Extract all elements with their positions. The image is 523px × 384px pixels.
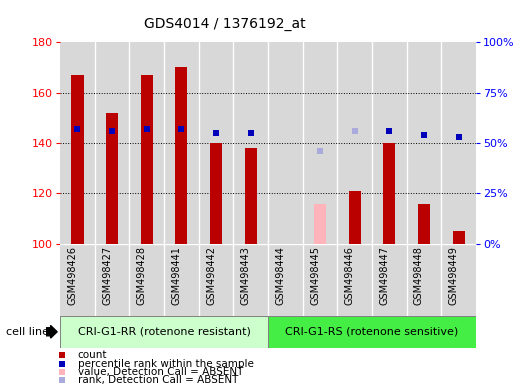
Bar <box>407 42 441 244</box>
Bar <box>372 42 407 244</box>
Text: count: count <box>77 350 107 360</box>
Bar <box>106 113 118 244</box>
Bar <box>164 42 199 244</box>
Text: CRI-G1-RR (rotenone resistant): CRI-G1-RR (rotenone resistant) <box>77 327 251 337</box>
Text: GSM498447: GSM498447 <box>379 246 389 305</box>
Bar <box>303 42 337 244</box>
Text: GSM498446: GSM498446 <box>345 246 355 305</box>
Bar <box>245 148 257 244</box>
Bar <box>314 204 326 244</box>
Text: GDS4014 / 1376192_at: GDS4014 / 1376192_at <box>144 17 306 31</box>
Text: GSM498428: GSM498428 <box>137 246 147 305</box>
Text: GSM498427: GSM498427 <box>102 246 112 305</box>
Bar <box>175 68 187 244</box>
Text: GSM498442: GSM498442 <box>206 246 216 305</box>
Text: GSM498426: GSM498426 <box>67 246 77 305</box>
Bar <box>95 42 129 244</box>
Text: GSM498444: GSM498444 <box>276 246 286 305</box>
Bar <box>210 143 222 244</box>
Bar <box>268 42 303 244</box>
Bar <box>441 42 476 244</box>
Bar <box>60 42 95 244</box>
Bar <box>441 244 476 317</box>
Text: rank, Detection Call = ABSENT: rank, Detection Call = ABSENT <box>77 376 238 384</box>
Text: percentile rank within the sample: percentile rank within the sample <box>77 359 254 369</box>
Bar <box>199 244 233 317</box>
Bar <box>303 244 337 317</box>
Bar <box>268 316 476 348</box>
Text: GSM498441: GSM498441 <box>172 246 181 305</box>
Text: CRI-G1-RS (rotenone sensitive): CRI-G1-RS (rotenone sensitive) <box>286 327 459 337</box>
Bar <box>337 244 372 317</box>
Text: GSM498445: GSM498445 <box>310 246 320 305</box>
Text: GSM498448: GSM498448 <box>414 246 424 305</box>
Bar <box>233 244 268 317</box>
Bar <box>452 231 464 244</box>
Text: GSM498443: GSM498443 <box>241 246 251 305</box>
Bar <box>199 42 233 244</box>
Bar <box>418 204 430 244</box>
Bar <box>129 42 164 244</box>
Bar <box>337 42 372 244</box>
Text: cell line: cell line <box>6 327 49 337</box>
Bar <box>407 244 441 317</box>
FancyArrow shape <box>46 326 57 338</box>
Bar <box>141 75 153 244</box>
Bar <box>60 316 268 348</box>
Bar <box>233 42 268 244</box>
Bar <box>383 143 395 244</box>
Bar <box>372 244 407 317</box>
Bar <box>349 191 361 244</box>
Text: GSM498449: GSM498449 <box>449 246 459 305</box>
Text: value, Detection Call = ABSENT: value, Detection Call = ABSENT <box>77 367 243 377</box>
Bar <box>164 244 199 317</box>
Bar <box>129 244 164 317</box>
Bar <box>60 244 95 317</box>
Bar <box>268 244 303 317</box>
Bar <box>95 244 129 317</box>
Bar <box>72 75 84 244</box>
